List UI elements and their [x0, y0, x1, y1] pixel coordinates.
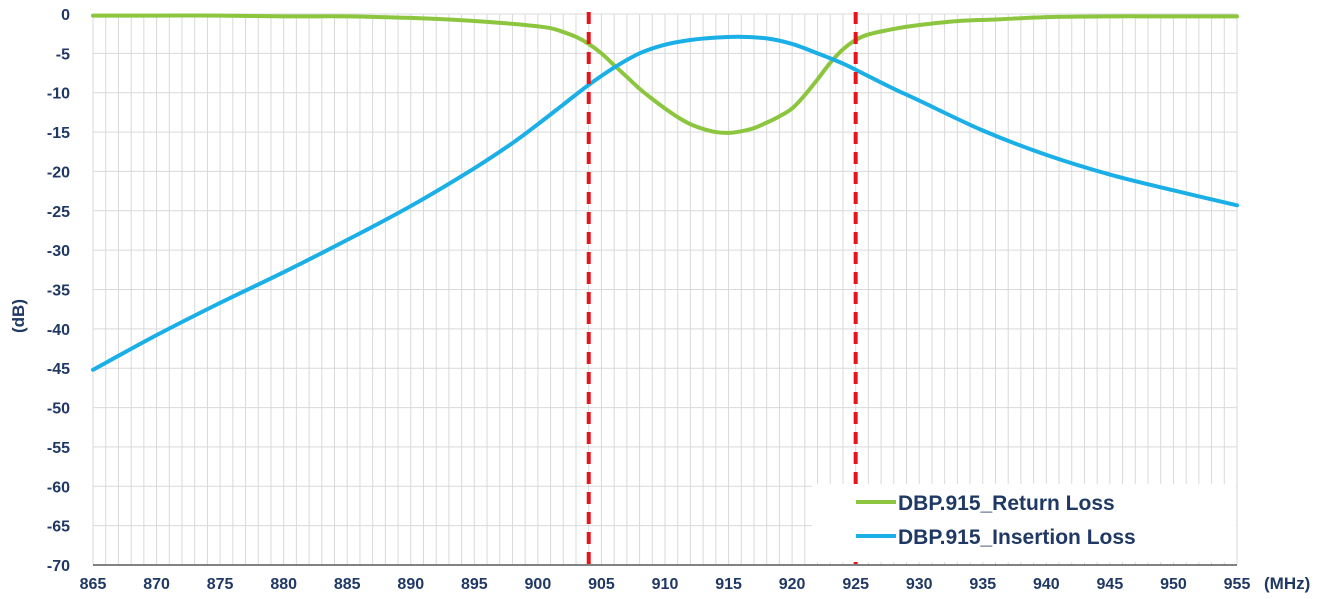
x-tick-label: 915: [715, 576, 742, 593]
y-axis-title: (dB): [9, 299, 28, 333]
x-tick-label: 925: [842, 576, 869, 593]
series-line-insertion-loss: [91, 34, 1239, 372]
y-tick-label: -65: [47, 519, 70, 536]
y-tick-label: -30: [47, 243, 70, 260]
legend-background: [812, 484, 1236, 562]
y-tick-label: -10: [47, 86, 70, 103]
legend-label: DBP.915_Insertion Loss: [898, 526, 1136, 549]
x-tick-label: 870: [143, 576, 170, 593]
x-tick-label: 955: [1224, 576, 1251, 593]
x-tick-label: 865: [80, 576, 107, 593]
y-tick-label: 0: [61, 7, 70, 24]
y-tick-label: -55: [47, 440, 70, 457]
x-tick-label: 885: [334, 576, 361, 593]
x-tick-label: 890: [397, 576, 424, 593]
y-tick-label: -25: [47, 204, 70, 221]
x-tick-label: 935: [969, 576, 996, 593]
series-line-return-loss: [91, 13, 1239, 135]
y-tick-label: -45: [47, 361, 70, 378]
grid-lines: [92, 13, 1238, 565]
x-tick-label: 880: [270, 576, 297, 593]
x-tick-label: 910: [652, 576, 679, 593]
x-tick-label: 905: [588, 576, 615, 593]
x-tick-label: 895: [461, 576, 488, 593]
x-tick-label: 945: [1097, 576, 1124, 593]
x-tick-labels: 865 870 875 880 885 890 895 900 905 910 915 920 925 9…: [80, 576, 1251, 593]
x-axis-unit-label: (MHz): [1264, 574, 1310, 593]
y-tick-label: -50: [47, 401, 70, 418]
x-tick-label: 875: [207, 576, 234, 593]
legend-label: DBP.915_Return Loss: [898, 492, 1115, 515]
x-tick-label: 950: [1160, 576, 1187, 593]
y-tick-label: -20: [47, 164, 70, 181]
x-tick-label: 930: [906, 576, 933, 593]
y-tick-label: -60: [47, 479, 70, 496]
y-tick-labels: 0 -5 -10 -15 -20 -25 -30 -35 -40 -45 -50 -55 -60 -65 -…: [47, 7, 70, 575]
x-tick-label: 900: [525, 576, 552, 593]
y-tick-label: -70: [47, 558, 70, 575]
x-tick-label: 940: [1033, 576, 1060, 593]
legend: DBP.915_Return Loss DBP.915_Insertion Los…: [812, 484, 1236, 562]
x-tick-label: 920: [779, 576, 806, 593]
reference-lines: [586, 12, 858, 567]
y-tick-label: -40: [47, 322, 70, 339]
series-lines: [91, 13, 1239, 372]
y-tick-label: -15: [47, 125, 70, 142]
y-tick-label: -5: [56, 46, 70, 63]
y-tick-label: -35: [47, 283, 70, 300]
